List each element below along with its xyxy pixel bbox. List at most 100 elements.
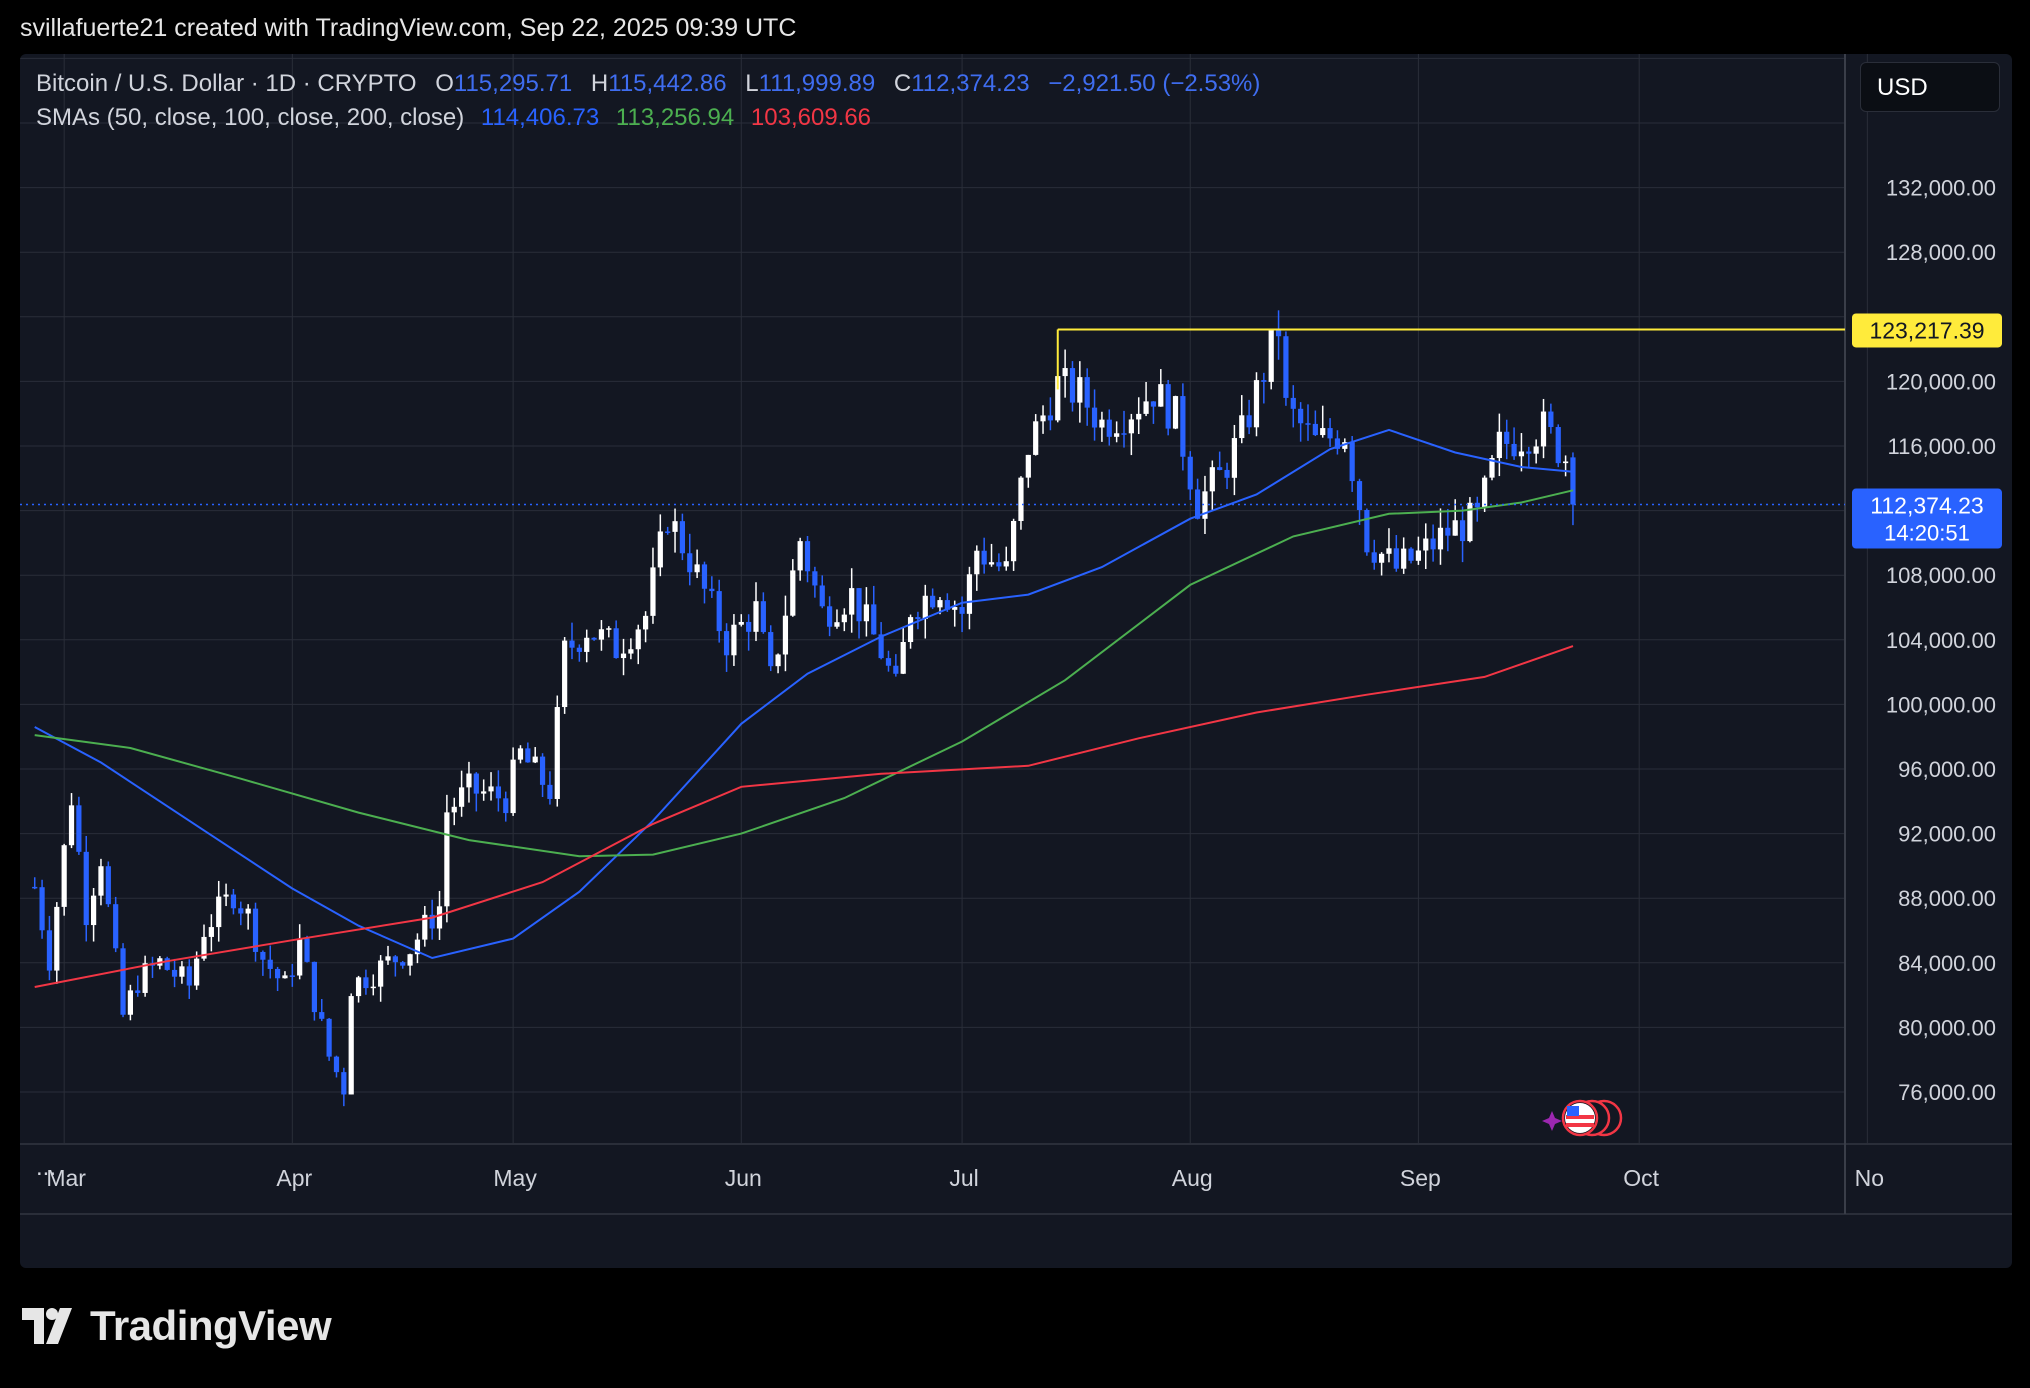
candle-up bbox=[1114, 433, 1120, 437]
candle-up bbox=[1489, 458, 1495, 478]
candle-up bbox=[216, 896, 222, 928]
candle-up bbox=[481, 791, 487, 794]
candle-up bbox=[753, 601, 759, 632]
candle-up bbox=[1239, 415, 1245, 439]
candle-up bbox=[61, 845, 67, 907]
candle-down bbox=[959, 607, 965, 614]
bar-countdown-label: 14:20:51 bbox=[1884, 521, 1970, 546]
candle-up bbox=[731, 624, 737, 656]
sma200-line bbox=[34, 645, 1574, 988]
candle-down bbox=[105, 866, 111, 905]
price-axis-label: 80,000.00 bbox=[1898, 1015, 1996, 1040]
candle-up bbox=[1467, 502, 1473, 542]
low-value: 111,999.89 bbox=[758, 70, 876, 97]
candle-down bbox=[701, 564, 708, 589]
resistance-price-badge bbox=[1852, 313, 2002, 348]
candle-up bbox=[355, 977, 362, 997]
more-indicators-button[interactable]: ... bbox=[36, 1154, 57, 1181]
candle-down bbox=[1393, 548, 1399, 569]
candle-up bbox=[1143, 401, 1149, 414]
candle-up bbox=[1077, 377, 1083, 403]
candle-down bbox=[746, 621, 752, 632]
candle-up bbox=[1231, 438, 1237, 478]
candle-down bbox=[930, 595, 936, 608]
candle-down bbox=[1180, 396, 1186, 457]
candle-down bbox=[1555, 427, 1561, 464]
candle-down bbox=[1187, 456, 1193, 490]
candle-up bbox=[1401, 548, 1407, 569]
candle-up bbox=[451, 806, 457, 813]
time-axis-label: Mar bbox=[46, 1165, 86, 1191]
candle-down bbox=[1526, 451, 1532, 454]
time-axis-label: Aug bbox=[1172, 1165, 1213, 1191]
price-axis-label: 104,000.00 bbox=[1886, 628, 1996, 653]
sma50-value: 114,406.73 bbox=[480, 104, 600, 131]
candle-down bbox=[503, 798, 509, 814]
candle-up bbox=[562, 640, 568, 708]
candle-down bbox=[716, 591, 722, 632]
candle-up bbox=[841, 614, 847, 623]
candle-down bbox=[812, 571, 818, 586]
candle-down bbox=[1275, 330, 1282, 337]
candle-up bbox=[378, 960, 384, 987]
candle-down bbox=[768, 632, 774, 667]
chart-panel[interactable]: Mar Apr May Jun Jul Aug Sep Oct No 76,000.00 80,00… bbox=[20, 54, 2012, 1268]
candle-down bbox=[893, 665, 899, 674]
candle-down bbox=[289, 975, 295, 977]
candle-down bbox=[1165, 384, 1171, 429]
candle-up bbox=[223, 894, 229, 897]
candle-up bbox=[194, 958, 200, 986]
candle-down bbox=[665, 531, 671, 533]
candle-up bbox=[466, 773, 472, 788]
change-value: −2,921.50 (−2.53%) bbox=[1048, 70, 1261, 97]
candle-down bbox=[238, 908, 244, 914]
candle-down bbox=[525, 748, 531, 763]
price-axis-label: 120,000.00 bbox=[1886, 369, 1996, 394]
candle-up bbox=[54, 906, 60, 971]
resistance-price-label: 123,217.39 bbox=[1869, 317, 1984, 343]
sma-legend: SMAs (50, close, 100, close, 200, close)… bbox=[36, 104, 871, 132]
candle-down bbox=[1459, 520, 1466, 542]
candle-down bbox=[591, 637, 597, 640]
candle-up bbox=[1062, 368, 1068, 377]
candle-down bbox=[1364, 509, 1370, 553]
candle-down bbox=[400, 962, 406, 966]
candle-down bbox=[709, 588, 715, 592]
candle-down bbox=[878, 634, 884, 659]
price-axis-label: 88,000.00 bbox=[1898, 886, 1996, 911]
candle-down bbox=[333, 1056, 340, 1073]
candle-down bbox=[1511, 443, 1517, 457]
candle-up bbox=[297, 938, 303, 976]
price-chart[interactable]: Mar Apr May Jun Jul Aug Sep Oct No 76,000.00 80,00… bbox=[20, 54, 2012, 1268]
tradingview-logo: TradingView bbox=[22, 1302, 332, 1350]
candle-down bbox=[915, 617, 921, 619]
candle-down bbox=[1474, 502, 1480, 508]
candle-up bbox=[1209, 467, 1215, 492]
candle-up bbox=[1268, 330, 1274, 382]
candle-down bbox=[83, 851, 89, 926]
candle-up bbox=[598, 629, 605, 640]
sma100-value: 113,256.94 bbox=[615, 104, 735, 131]
open-value: 115,295.71 bbox=[453, 70, 573, 97]
candle-up bbox=[900, 642, 906, 674]
candle-up bbox=[1040, 415, 1046, 422]
time-axis-label: Sep bbox=[1400, 1165, 1441, 1191]
candle-up bbox=[1518, 451, 1525, 457]
candle-down bbox=[613, 628, 619, 659]
candle-up bbox=[436, 906, 443, 929]
candle-down bbox=[311, 961, 317, 1013]
currency-button[interactable]: USD bbox=[1860, 62, 2000, 112]
candle-down bbox=[1298, 408, 1304, 424]
time-axis-label: Apr bbox=[276, 1165, 312, 1191]
price-axis-label: 128,000.00 bbox=[1886, 240, 1996, 265]
candle-up bbox=[1025, 454, 1031, 478]
candle-up bbox=[974, 550, 980, 575]
candle-up bbox=[459, 787, 465, 807]
candle-up bbox=[245, 908, 251, 914]
candle-up bbox=[444, 812, 450, 907]
candle-down bbox=[1356, 481, 1363, 510]
candle-down bbox=[1327, 428, 1333, 439]
candle-up bbox=[407, 954, 413, 966]
price-axis-label: 108,000.00 bbox=[1886, 563, 1996, 588]
candle-down bbox=[1371, 552, 1377, 563]
